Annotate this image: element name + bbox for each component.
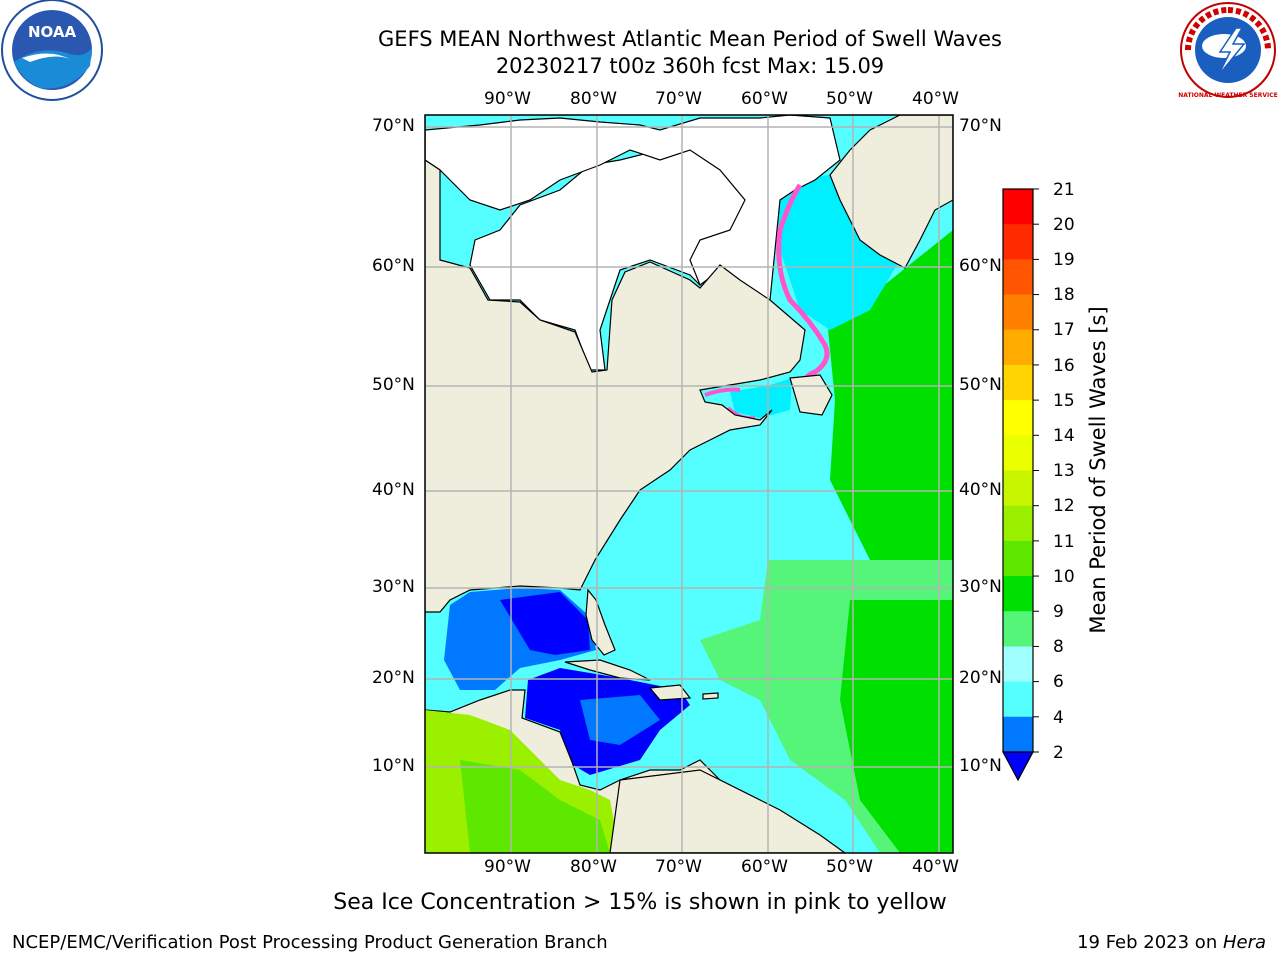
colorbar-tick-label: 12 — [1053, 496, 1075, 516]
footer-host: Hera — [1222, 932, 1266, 953]
colorbar-segment — [1003, 716, 1033, 752]
lat-label-left: 60°N — [372, 256, 415, 276]
colorbar-tick-label: 14 — [1053, 426, 1075, 446]
nws-logo-text: NATIONAL WEATHER SERVICE — [1178, 92, 1277, 99]
colorbar-tick-label: 18 — [1053, 285, 1075, 305]
sea-ice-edge — [776, 183, 830, 388]
cuba — [564, 659, 651, 681]
noaa-logo: NOAA — [1, 0, 103, 101]
south-america-land — [609, 769, 847, 853]
map-grid — [425, 115, 953, 853]
sea-ice-caption: Sea Ice Concentration > 15% is shown in … — [333, 890, 947, 915]
swell-zone-green-south — [840, 600, 953, 853]
colorbar-segment — [1003, 189, 1033, 225]
chart-subtitle: 20230217 t00z 360h fcst Max: 15.09 — [495, 54, 885, 78]
colorbar-tick-label: 20 — [1053, 215, 1075, 235]
colorbar-tick-label: 2 — [1053, 743, 1064, 763]
lat-label-right: 40°N — [959, 480, 1002, 500]
colorbar-segment — [1003, 470, 1033, 507]
colorbar-segment — [1003, 505, 1033, 542]
colorbar-segment — [1003, 259, 1033, 296]
colorbar-segment — [1003, 611, 1033, 647]
lat-label-left: 10°N — [372, 756, 415, 776]
lat-label-right: 10°N — [959, 756, 1002, 776]
colorbar-segment — [1003, 294, 1033, 331]
colorbar-tick-label: 15 — [1053, 391, 1075, 411]
lon-label-bottom: 50°W — [826, 857, 873, 877]
footer-date: 19 Feb 2023 on Hera — [1077, 932, 1266, 953]
lon-label-bottom: 60°W — [741, 857, 788, 877]
puerto-rico — [702, 692, 719, 700]
colorbar-tick-label: 17 — [1053, 320, 1075, 340]
lon-label-bottom: 40°W — [912, 857, 959, 877]
footer-credit: NCEP/EMC/Verification Post Processing Pr… — [12, 932, 608, 953]
lon-label-bottom: 90°W — [484, 857, 531, 877]
lat-label-left: 50°N — [372, 375, 415, 395]
north-america-land — [425, 115, 806, 613]
colorbar-tick-label: 16 — [1053, 356, 1075, 376]
gulf-deep — [500, 592, 590, 655]
lat-label-right: 50°N — [959, 375, 1002, 395]
greenland — [829, 115, 953, 269]
colorbar-segment — [1003, 400, 1033, 436]
colorbar-segment — [1003, 329, 1033, 366]
colorbar-tick-label: 8 — [1053, 637, 1064, 657]
lat-label-left: 40°N — [372, 480, 415, 500]
colorbar-tick-label: 13 — [1053, 461, 1075, 481]
lat-label-left: 30°N — [372, 577, 415, 597]
lat-label-right: 30°N — [959, 577, 1002, 597]
lon-label-top: 70°W — [655, 89, 702, 109]
colorbar-tick-label: 11 — [1053, 532, 1075, 552]
lon-label-top: 80°W — [570, 89, 617, 109]
colorbar-segment — [1003, 681, 1033, 718]
colorbar-tick-label: 19 — [1053, 250, 1075, 270]
lon-label-top: 50°W — [826, 89, 873, 109]
newfoundland — [789, 374, 833, 416]
colorbar-tick-label: 4 — [1053, 708, 1064, 728]
noaa-logo-text: NOAA — [28, 23, 77, 41]
chart-title: GEFS MEAN Northwest Atlantic Mean Period… — [378, 27, 1002, 51]
footer-date-text: 19 Feb 2023 on — [1077, 932, 1223, 953]
lon-label-bottom: 80°W — [570, 857, 617, 877]
hispaniola — [648, 684, 692, 701]
colorbar-tick-label: 10 — [1053, 567, 1075, 587]
lat-label-right: 20°N — [959, 668, 1002, 688]
colorbar-segment — [1003, 646, 1033, 683]
lon-label-top: 60°W — [741, 89, 788, 109]
nws-logo: NATIONAL WEATHER SERVICE — [1178, 2, 1278, 99]
colorbar-segment — [1003, 224, 1033, 260]
swell-zone-cyan-north — [775, 175, 900, 330]
map-frame — [424, 114, 954, 854]
colorbar-tick-label: 6 — [1053, 672, 1064, 692]
lon-label-bottom: 70°W — [655, 857, 702, 877]
pacific-field-green — [460, 760, 610, 853]
colorbar-segment — [1003, 364, 1033, 401]
lat-label-right: 70°N — [959, 116, 1002, 136]
colorbar-tick-label: 21 — [1053, 180, 1075, 200]
colorbar-extend-arrow — [1001, 751, 1035, 782]
caribbean-inner — [580, 695, 660, 745]
gulf-st-lawrence — [730, 378, 792, 418]
colorbar-tick-label: 9 — [1053, 602, 1064, 622]
lon-label-top: 90°W — [484, 89, 531, 109]
colorbar-segment — [1003, 435, 1033, 471]
lon-label-top: 40°W — [912, 89, 959, 109]
colorbar-title: Mean Period of Swell Waves [s] — [1086, 306, 1110, 634]
lat-label-left: 70°N — [372, 116, 415, 136]
lat-label-right: 60°N — [959, 256, 1002, 276]
lat-label-left: 20°N — [372, 668, 415, 688]
colorbar-segment — [1003, 576, 1033, 612]
colorbar-segment — [1003, 540, 1033, 577]
